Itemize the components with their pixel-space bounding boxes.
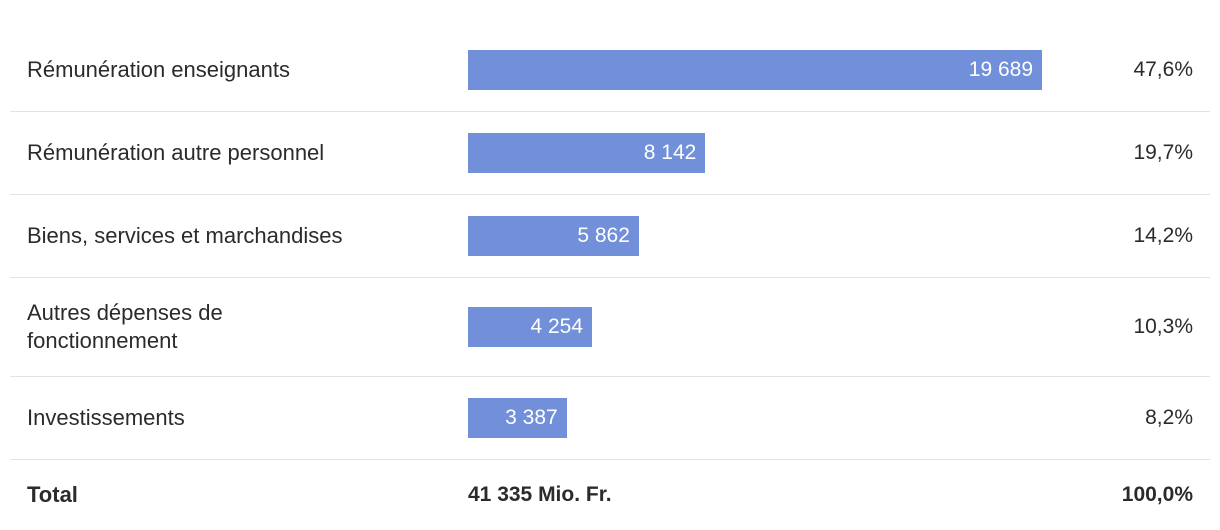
page: {"chart_data": {"type": "bar", "orientat…: [10, 50, 1210, 507]
table-row: Biens, services et marchandises 5 862 14,2…: [10, 195, 1210, 278]
percent-label: 14,2%: [1133, 224, 1193, 247]
total-label: Total: [27, 482, 78, 507]
table-row: Rémunération autre personnel 8 142 19,7%: [10, 112, 1210, 195]
category-cell: Rémunération enseignants: [27, 56, 468, 84]
category-cell: Investissements: [27, 404, 468, 432]
bar-table: Rémunération enseignants 19 689 47,6% Rémun…: [10, 29, 1210, 530]
bar: 3 387: [468, 398, 567, 438]
category-label: Rémunération enseignants: [27, 57, 290, 82]
value-label: 8 142: [643, 141, 697, 164]
percent-label: 19,7%: [1133, 141, 1193, 164]
bar-cell: 3 387: [468, 398, 1073, 438]
total-value: 41 335 Mio. Fr.: [468, 483, 612, 506]
bar-cell: 5 862: [468, 216, 1073, 256]
value-label: 4 254: [530, 315, 584, 338]
bar: 8 142: [468, 133, 706, 173]
value-label: 5 862: [577, 224, 630, 247]
percent-label: 10,3%: [1133, 315, 1193, 338]
bar: 19 689: [468, 50, 1042, 90]
total-percent: 100,0%: [1121, 483, 1193, 506]
value-label: 3 387: [505, 406, 558, 429]
category-cell: Biens, services et marchandises: [27, 222, 468, 250]
bar-cell: 4 254: [468, 307, 1073, 347]
table-row: Rémunération enseignants 19 689 47,6%: [10, 29, 1210, 112]
category-label: Biens, services et marchandises: [27, 223, 343, 248]
percent-label: 47,6%: [1133, 58, 1193, 81]
category-cell: Rémunération autre personnel: [27, 139, 468, 167]
category-label: Rémunération autre personnel: [27, 140, 325, 165]
bar-cell: 19 689: [468, 50, 1073, 90]
value-label: 19 689: [968, 58, 1033, 81]
category-label: Autres dépenses de fonctionnement: [27, 300, 223, 353]
category-cell: Autres dépenses de fonctionnement: [27, 299, 468, 355]
bar: 5 862: [468, 216, 639, 256]
table-row: Investissements 3 387 8,2%: [10, 377, 1210, 460]
table-row: Autres dépenses de fonctionnement 4 254 10…: [10, 278, 1210, 377]
total-cell: Total: [27, 481, 468, 509]
bar: 4 254: [468, 307, 593, 347]
bar-cell: 8 142: [468, 133, 1073, 173]
total-row: Total 41 335 Mio. Fr. 100,0%: [10, 460, 1210, 530]
percent-label: 8,2%: [1145, 406, 1193, 429]
category-label: Investissements: [27, 405, 185, 430]
